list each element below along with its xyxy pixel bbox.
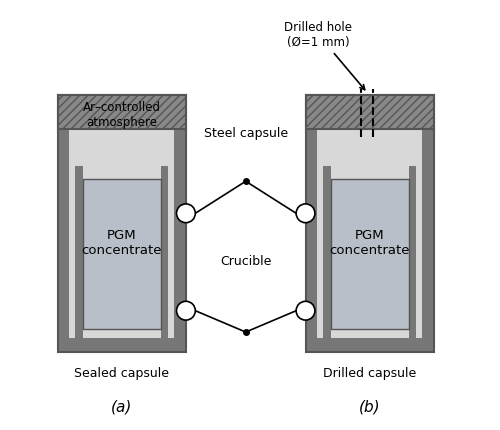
Text: Drilled capsule: Drilled capsule	[323, 366, 416, 380]
Circle shape	[176, 301, 196, 320]
Bar	[317, 129, 422, 338]
Bar	[58, 95, 186, 352]
Bar	[306, 95, 434, 352]
Text: PGM
concentrate: PGM concentrate	[82, 229, 162, 257]
Bar	[306, 95, 434, 129]
Text: Ar–controlled
atmosphere: Ar–controlled atmosphere	[83, 101, 161, 129]
Circle shape	[296, 301, 315, 320]
Bar	[83, 179, 160, 329]
Text: Crucible: Crucible	[220, 255, 272, 268]
Circle shape	[296, 204, 315, 223]
Bar	[58, 95, 186, 129]
Bar	[323, 166, 330, 338]
Text: Sealed capsule: Sealed capsule	[74, 366, 170, 380]
Circle shape	[176, 204, 196, 223]
Bar	[70, 129, 174, 338]
Text: (a): (a)	[111, 400, 132, 415]
Bar	[408, 166, 416, 338]
Bar	[76, 166, 83, 338]
Text: Steel capsule: Steel capsule	[204, 127, 288, 140]
Bar	[160, 166, 168, 338]
Text: PGM
concentrate: PGM concentrate	[330, 229, 410, 257]
Bar	[330, 179, 408, 329]
Text: (b): (b)	[359, 400, 380, 415]
Text: Drilled hole
(Ø=1 mm): Drilled hole (Ø=1 mm)	[284, 21, 364, 90]
